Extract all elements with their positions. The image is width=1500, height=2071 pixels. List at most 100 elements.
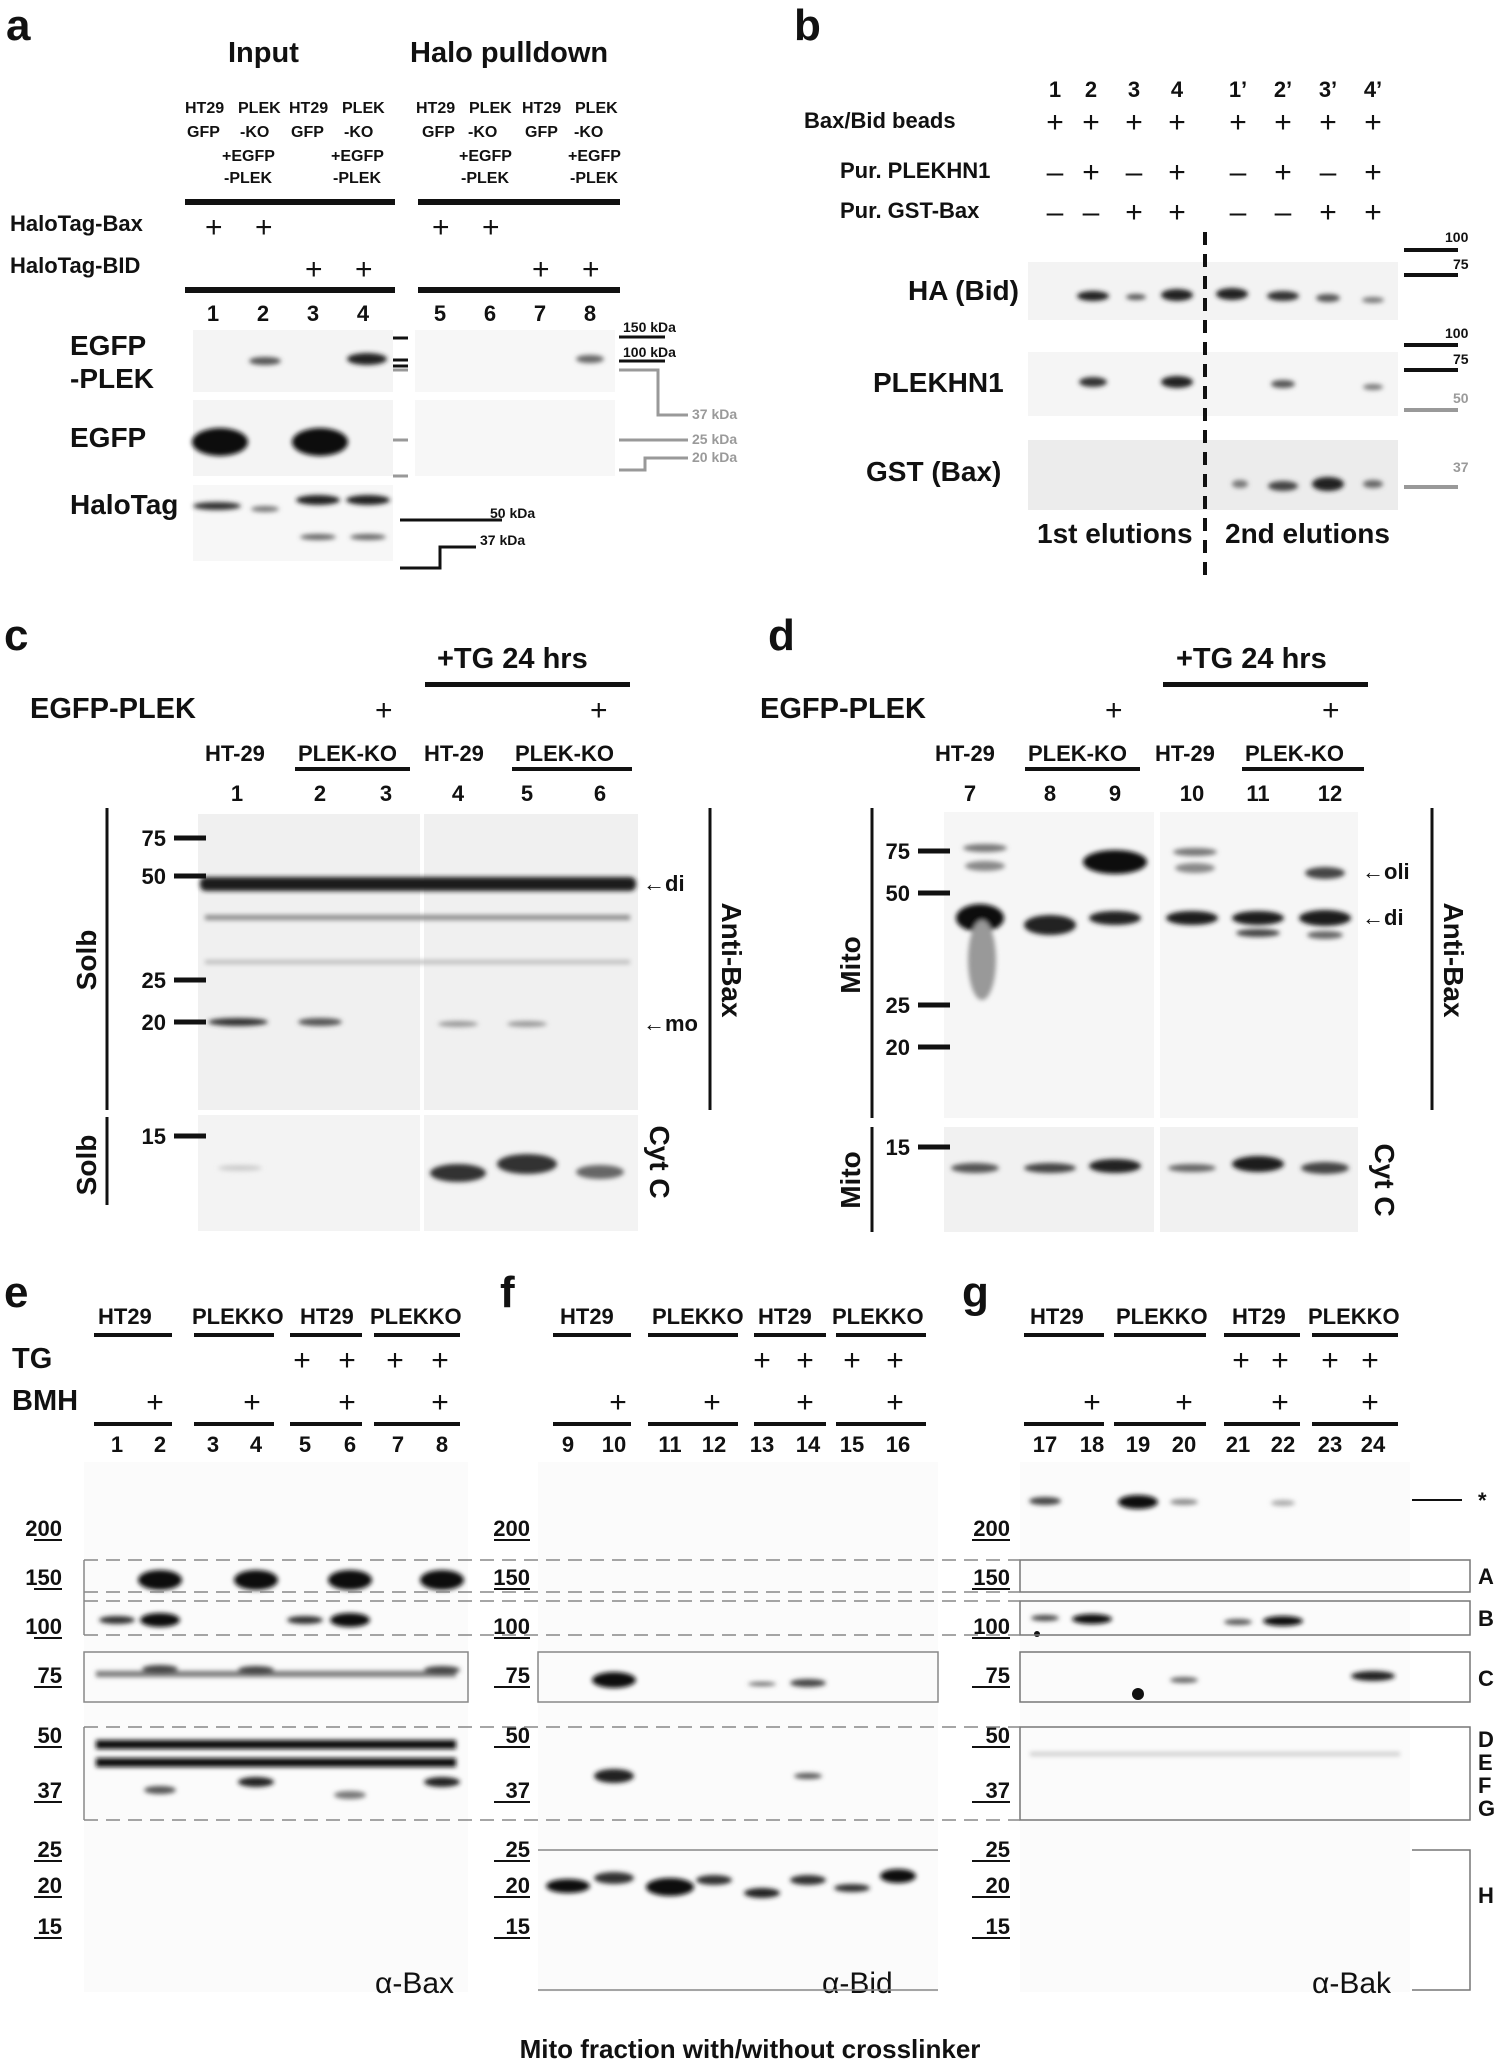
panel-c: c +TG 24 hrs EGFP-PLEK + + HT-29 PLEK-KO… — [4, 611, 747, 1231]
antibody-anti-bax: Anti-Bax — [716, 902, 747, 1018]
antibody-cyt-c: Cyt C — [1369, 1143, 1400, 1216]
row-label-tg: TG — [12, 1343, 52, 1375]
lane-number: 7 — [964, 781, 976, 806]
lane-number: 8 — [584, 301, 596, 326]
lane-number: 11 — [658, 1432, 681, 1457]
lane-number: 2’ — [1274, 77, 1292, 102]
marker-label: 150 — [25, 1565, 62, 1590]
cell-label: -PLEK — [461, 170, 509, 187]
lane-number: 9 — [1109, 781, 1121, 806]
plus-sign: + — [431, 1344, 449, 1377]
lane-number: 1’ — [1229, 77, 1247, 102]
sign: + — [1364, 156, 1382, 189]
antibody-label: α-Bid — [822, 1967, 893, 2000]
panel-c-letter: c — [4, 611, 28, 660]
plus-sign: + — [590, 694, 608, 727]
lane-number: 12 — [1318, 781, 1342, 806]
marker-label: 20 kDa — [692, 449, 737, 465]
lane-number: 3 — [380, 781, 392, 806]
band-label-mo: ←mo — [643, 1011, 698, 1036]
lane-number: 1 — [207, 301, 219, 326]
blot-label-plekhn1: PLEKHN1 — [873, 367, 1004, 398]
sign: – — [1126, 156, 1143, 189]
panel-b: b 1 2 3 4 1’ 2’ 3’ 4’ Bax/Bid beads Pur.… — [794, 1, 1469, 580]
blot-label-egfp-plek: EGFP — [70, 330, 146, 361]
plus-sign: + — [609, 1386, 627, 1419]
cell-label: PLEK — [342, 100, 385, 117]
plus-sign: + — [582, 253, 600, 286]
lane-number: 3 — [207, 1432, 219, 1457]
plus-sign: + — [1322, 694, 1340, 727]
lane-number: 6 — [484, 301, 496, 326]
plus-sign: + — [1271, 1386, 1289, 1419]
plus-sign: + — [1083, 1386, 1101, 1419]
sign: + — [1364, 196, 1382, 229]
lane-number: 7 — [534, 301, 546, 326]
band-label-di: ←di — [643, 871, 685, 896]
pulldown-title: Halo pulldown — [410, 37, 608, 69]
panel-f: f HT29 PLEKKO HT29 PLEKKO + + + + + + + … — [493, 1268, 938, 2000]
marker-label: 37 — [1453, 459, 1469, 475]
lane-number: 9 — [562, 1432, 574, 1457]
lane-number: 5 — [521, 781, 533, 806]
group-label: HT29 — [98, 1304, 152, 1329]
marker-label: 50 kDa — [490, 505, 535, 521]
panel-d-letter: d — [768, 611, 795, 660]
marker-label: 25 kDa — [692, 431, 737, 447]
box-label: H — [1478, 1883, 1494, 1908]
marker-label: 75 — [1453, 256, 1469, 272]
cell-label: PLEK — [238, 100, 281, 117]
lane-number: 2 — [314, 781, 326, 806]
cell-label: +EGFP — [568, 148, 621, 165]
lane-number: 23 — [1318, 1432, 1342, 1457]
plus-sign: + — [432, 211, 450, 244]
plus-sign: + — [338, 1386, 356, 1419]
plus-sign: + — [293, 1344, 311, 1377]
lane-number: 1 — [231, 781, 243, 806]
panel-f-letter: f — [500, 1268, 515, 1317]
blot-label-gst-bax: GST (Bax) — [866, 456, 1001, 487]
row-label-plekhn1: Pur. PLEKHN1 — [840, 158, 990, 183]
lane-number: 17 — [1033, 1432, 1057, 1457]
region-guides — [84, 1559, 1020, 1821]
cell-labels-input: HT29 PLEK GFP -KO +EGFP -PLEK HT29 PLEK … — [185, 100, 385, 187]
group-label: PLEKKO — [832, 1304, 924, 1329]
marker-label: 150 — [973, 1565, 1010, 1590]
sign: – — [1047, 196, 1064, 229]
lane-number: 10 — [1180, 781, 1204, 806]
lane-number: 13 — [750, 1432, 774, 1457]
marker-label: 75 — [506, 1663, 530, 1688]
plus-sign: + — [703, 1386, 721, 1419]
cell-line: PLEK-KO — [1245, 741, 1344, 766]
box-label: E — [1478, 1750, 1493, 1775]
input-title: Input — [228, 37, 299, 69]
plus-sign: + — [1175, 1386, 1193, 1419]
cell-line: HT-29 — [1155, 741, 1215, 766]
sign: – — [1320, 156, 1337, 189]
figure-caption: Mito fraction with/without crosslinker — [520, 2034, 981, 2064]
treatment-label: +TG 24 hrs — [437, 643, 588, 675]
blot-label-halotag: HaloTag — [70, 489, 178, 520]
cell-label: PLEK — [575, 100, 618, 117]
plus-sign: + — [796, 1386, 814, 1419]
group-label: HT29 — [1030, 1304, 1084, 1329]
lane-number: 4 — [250, 1432, 263, 1457]
marker-label: 25 — [886, 993, 910, 1018]
plus-sign: + — [146, 1386, 164, 1419]
panel-b-letter: b — [794, 1, 821, 50]
lane-number: 5 — [434, 301, 446, 326]
marker-label: 20 — [506, 1873, 530, 1898]
marker-label: 100 — [25, 1614, 62, 1639]
group-label: HT29 — [1232, 1304, 1286, 1329]
panel-a-letter: a — [6, 1, 31, 50]
lane-number: 4 — [1171, 77, 1184, 102]
cell-label: HT29 — [522, 100, 561, 117]
row-label-egfp-plek: EGFP-PLEK — [30, 693, 196, 725]
box-label: D — [1478, 1727, 1494, 1752]
group-label: PLEKKO — [652, 1304, 744, 1329]
group-label: HT29 — [758, 1304, 812, 1329]
cell-label: GFP — [525, 124, 558, 141]
lane-number: 2 — [257, 301, 269, 326]
marker-label: 75 — [1453, 351, 1469, 367]
sign: – — [1083, 196, 1100, 229]
